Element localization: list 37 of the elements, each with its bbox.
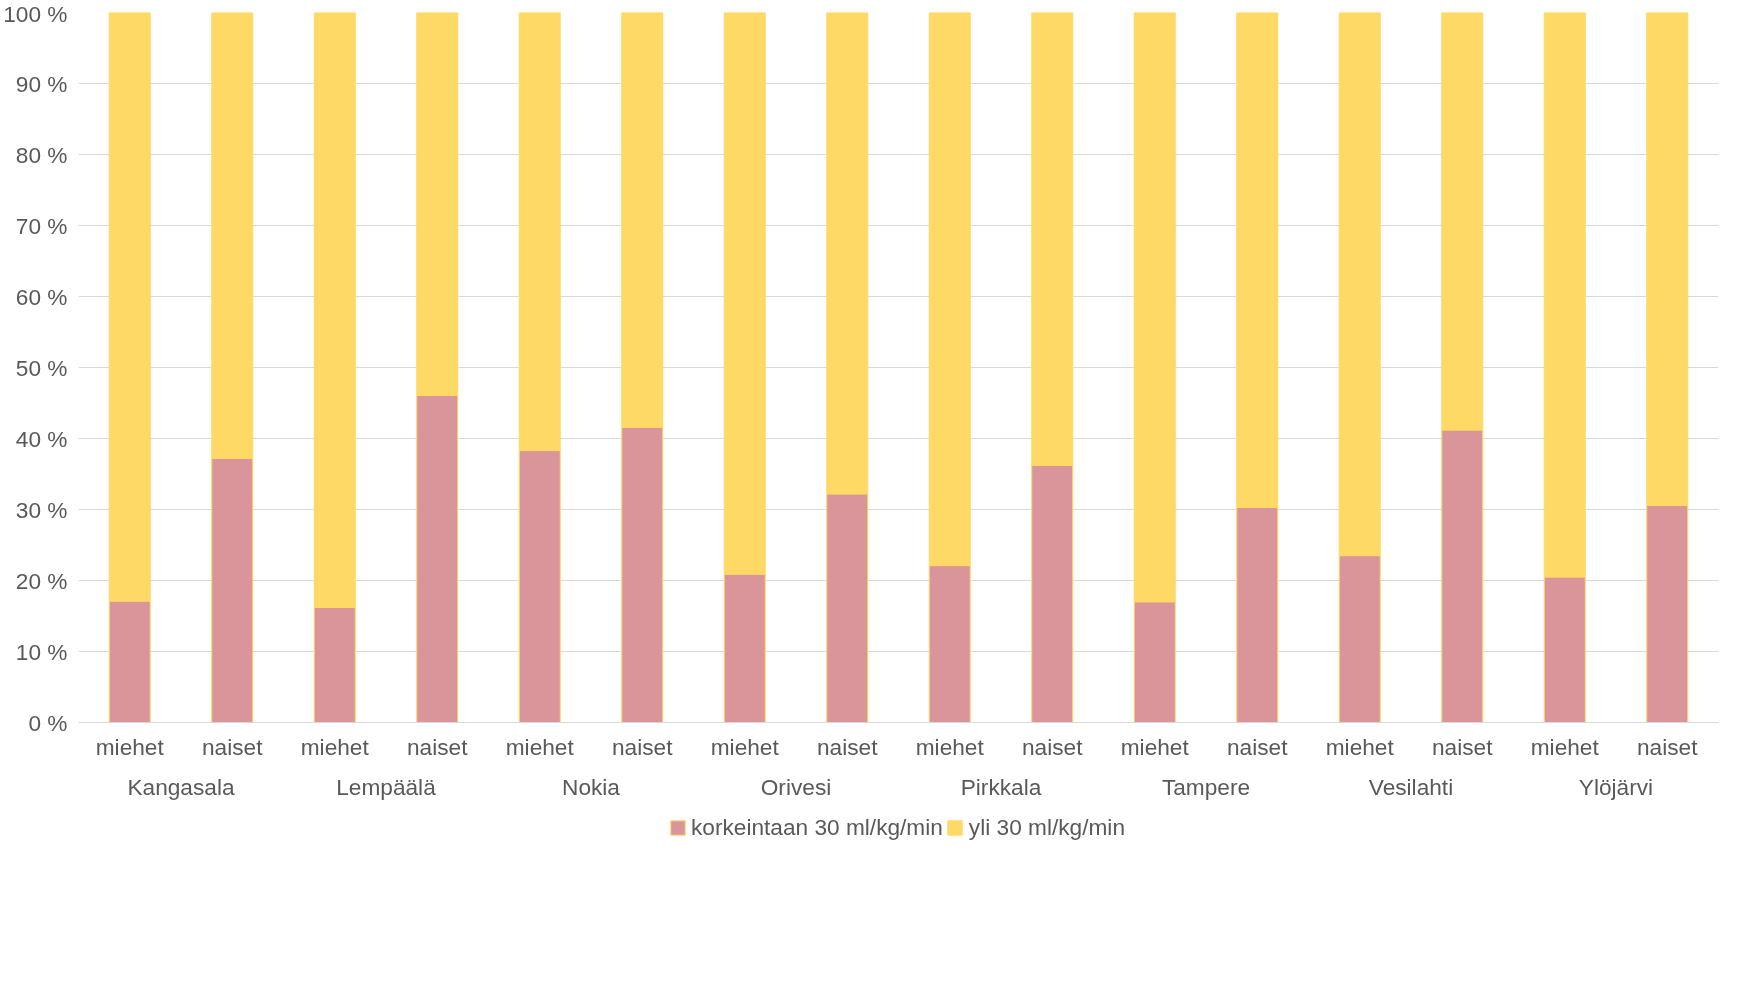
x-tick-label: naiset	[612, 733, 674, 760]
text: Vesilahti	[1368, 773, 1454, 800]
y-tick-label: 0 %	[28, 709, 68, 736]
x-tick-label: naiset	[407, 733, 469, 760]
y-tick-label: 30 %	[15, 496, 68, 523]
legend-label: korkeintaan 30 ml/kg/min	[691, 813, 943, 841]
x-tick-label: miehet	[505, 733, 575, 760]
y-tick-label: 20 %	[15, 567, 68, 594]
x-tick-label: naiset	[1637, 733, 1699, 760]
text: Nokia	[562, 773, 621, 800]
x-tick-label: miehet	[710, 733, 780, 760]
x-tick-label: miehet	[1325, 733, 1395, 760]
text: Kangasala	[127, 773, 235, 800]
y-tick-label: 10 %	[15, 638, 68, 665]
x-tick-label: miehet	[915, 733, 985, 760]
text: Ylöjärvi	[1578, 773, 1654, 800]
x-tick-label: miehet	[1530, 733, 1600, 760]
text: Lempäälä	[336, 773, 437, 800]
x-tick-label: miehet	[1120, 733, 1190, 760]
y-tick-label: 60 %	[15, 283, 68, 310]
legend-label: yli 30 ml/kg/min	[968, 813, 1125, 841]
y-tick-label: 70 %	[15, 212, 68, 239]
y-tick-label: 100 %	[3, 0, 68, 27]
y-tick-label: 80 %	[15, 141, 68, 168]
y-tick-label: 50 %	[15, 354, 68, 381]
text: Pirkkala	[960, 773, 1042, 800]
x-tick-label: naiset	[1432, 733, 1494, 760]
text: Orivesi	[760, 773, 832, 800]
x-tick-label: naiset	[1022, 733, 1084, 760]
x-tick-label: naiset	[1227, 733, 1289, 760]
y-tick-label: 40 %	[15, 425, 68, 452]
text: Tampere	[1161, 773, 1251, 800]
x-tick-label: naiset	[202, 733, 264, 760]
x-tick-label: miehet	[300, 733, 370, 760]
x-tick-label: miehet	[95, 733, 165, 760]
y-tick-label: 90 %	[15, 70, 68, 97]
x-tick-label: naiset	[817, 733, 879, 760]
